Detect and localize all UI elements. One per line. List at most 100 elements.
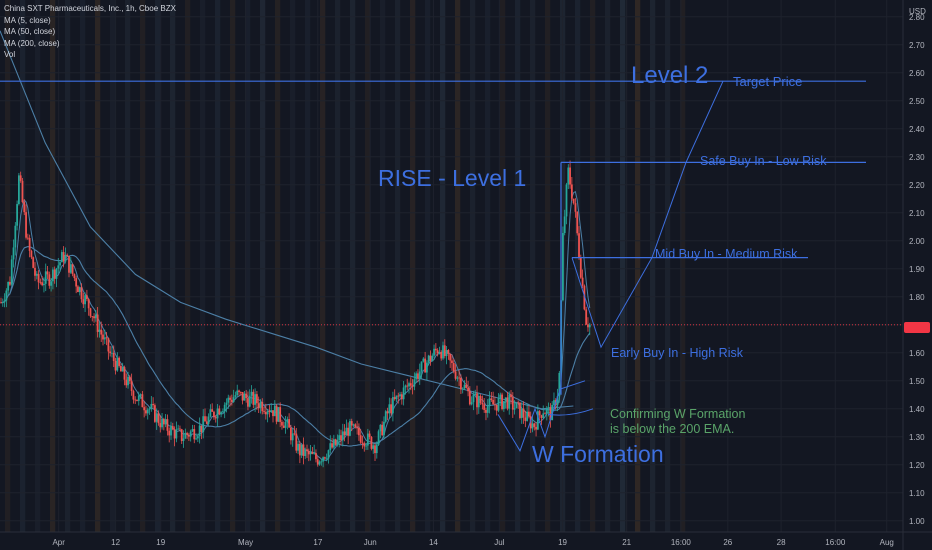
candle-body	[440, 351, 443, 359]
candle-body	[313, 453, 316, 454]
candle-body	[349, 421, 351, 436]
price-tick: 2.50	[909, 97, 925, 106]
candle-body	[538, 411, 541, 416]
candle-body	[434, 348, 437, 351]
volume-bar	[665, 0, 671, 532]
candle-body	[273, 405, 276, 417]
candle-body	[268, 411, 271, 413]
candle-body	[68, 256, 70, 273]
candle-body	[139, 394, 142, 396]
candle-body	[490, 398, 493, 401]
candle-body	[513, 408, 516, 410]
candle-body	[116, 357, 119, 371]
price-tick: 1.90	[909, 265, 925, 274]
candle-body	[352, 424, 355, 426]
time-tick: 16:00	[671, 538, 692, 547]
candle-body	[495, 404, 498, 411]
candle-body	[332, 439, 335, 448]
candle-body	[409, 383, 412, 386]
price-tick: 2.70	[909, 41, 925, 50]
volume-bar	[380, 0, 386, 532]
candle-body	[547, 407, 550, 409]
candle-body	[270, 410, 273, 413]
candle-body	[82, 299, 85, 305]
volume-bar	[455, 0, 461, 532]
volume-bar	[230, 0, 236, 532]
candle-body	[84, 295, 87, 305]
candle-body	[91, 316, 94, 318]
price-tick: 1.80	[909, 293, 925, 302]
candle-body	[230, 399, 233, 402]
candle-body	[501, 394, 503, 410]
candle-body	[164, 419, 167, 425]
candle-body	[213, 411, 215, 418]
indicator-ma200[interactable]: MA (200, close)	[4, 38, 60, 48]
candle-body	[264, 412, 267, 415]
candle-body	[125, 379, 128, 386]
candle-body	[309, 451, 312, 455]
candle-body	[436, 350, 439, 354]
candle-body	[128, 376, 131, 382]
confirm-ema-path	[547, 408, 594, 416]
candle-body	[361, 442, 364, 444]
candle-body	[426, 362, 428, 373]
candle-body	[485, 409, 487, 413]
candle-body	[111, 352, 113, 354]
candle-body	[411, 385, 414, 387]
candle-body	[383, 421, 385, 436]
time-tick: May	[238, 538, 253, 547]
candle-body	[392, 397, 394, 414]
indicator-ma50[interactable]: MA (50, close)	[4, 27, 56, 36]
candle-body	[286, 419, 289, 422]
candle-body	[427, 355, 430, 363]
candle-body	[71, 264, 74, 274]
candle-body	[284, 421, 287, 428]
time-tick: 19	[558, 538, 567, 547]
candle-body	[467, 387, 469, 392]
candle-body	[422, 358, 425, 362]
indicator-ma5[interactable]: MA (5, close)	[4, 15, 51, 25]
candle-body	[418, 371, 421, 379]
candle-body	[134, 399, 137, 401]
candle-body	[272, 410, 274, 417]
candle-body	[257, 403, 260, 409]
candle-body	[368, 433, 371, 437]
candle-body	[565, 184, 568, 217]
candle-body	[239, 391, 242, 393]
volume-bar	[20, 0, 26, 532]
price-tick: 1.00	[909, 517, 925, 526]
candle-body	[519, 402, 521, 419]
candle-body	[205, 421, 208, 424]
indicator-volume[interactable]: Vol	[4, 50, 16, 59]
candle-body	[263, 411, 265, 413]
volume-bar	[395, 0, 401, 532]
candle-body	[404, 385, 407, 388]
volume-bar	[575, 0, 581, 532]
candle-body	[372, 445, 375, 449]
candle-body	[581, 277, 584, 286]
candle-body	[544, 413, 546, 415]
volume-bar	[95, 0, 101, 532]
price-tick: 2.20	[909, 181, 925, 190]
candle-body	[119, 365, 122, 372]
candle-body	[7, 281, 10, 291]
safe-buy-label: Safe Buy In - Low Risk	[700, 154, 827, 168]
candle-body	[73, 273, 76, 279]
candle-body	[420, 361, 423, 372]
time-tick: Apr	[52, 538, 65, 547]
candle-body	[461, 388, 464, 390]
candle-body	[5, 290, 8, 301]
candle-body	[529, 416, 532, 429]
volume-bar	[305, 0, 311, 532]
candle-body	[291, 433, 294, 441]
candle-body	[279, 407, 282, 422]
candle-body	[282, 425, 285, 428]
candle-body	[359, 435, 362, 443]
candle-body	[458, 377, 461, 379]
candle-body	[200, 425, 203, 433]
candle-body	[250, 391, 253, 396]
volume-bar	[140, 0, 146, 532]
candle-body	[540, 415, 543, 418]
candle-body	[118, 357, 121, 366]
